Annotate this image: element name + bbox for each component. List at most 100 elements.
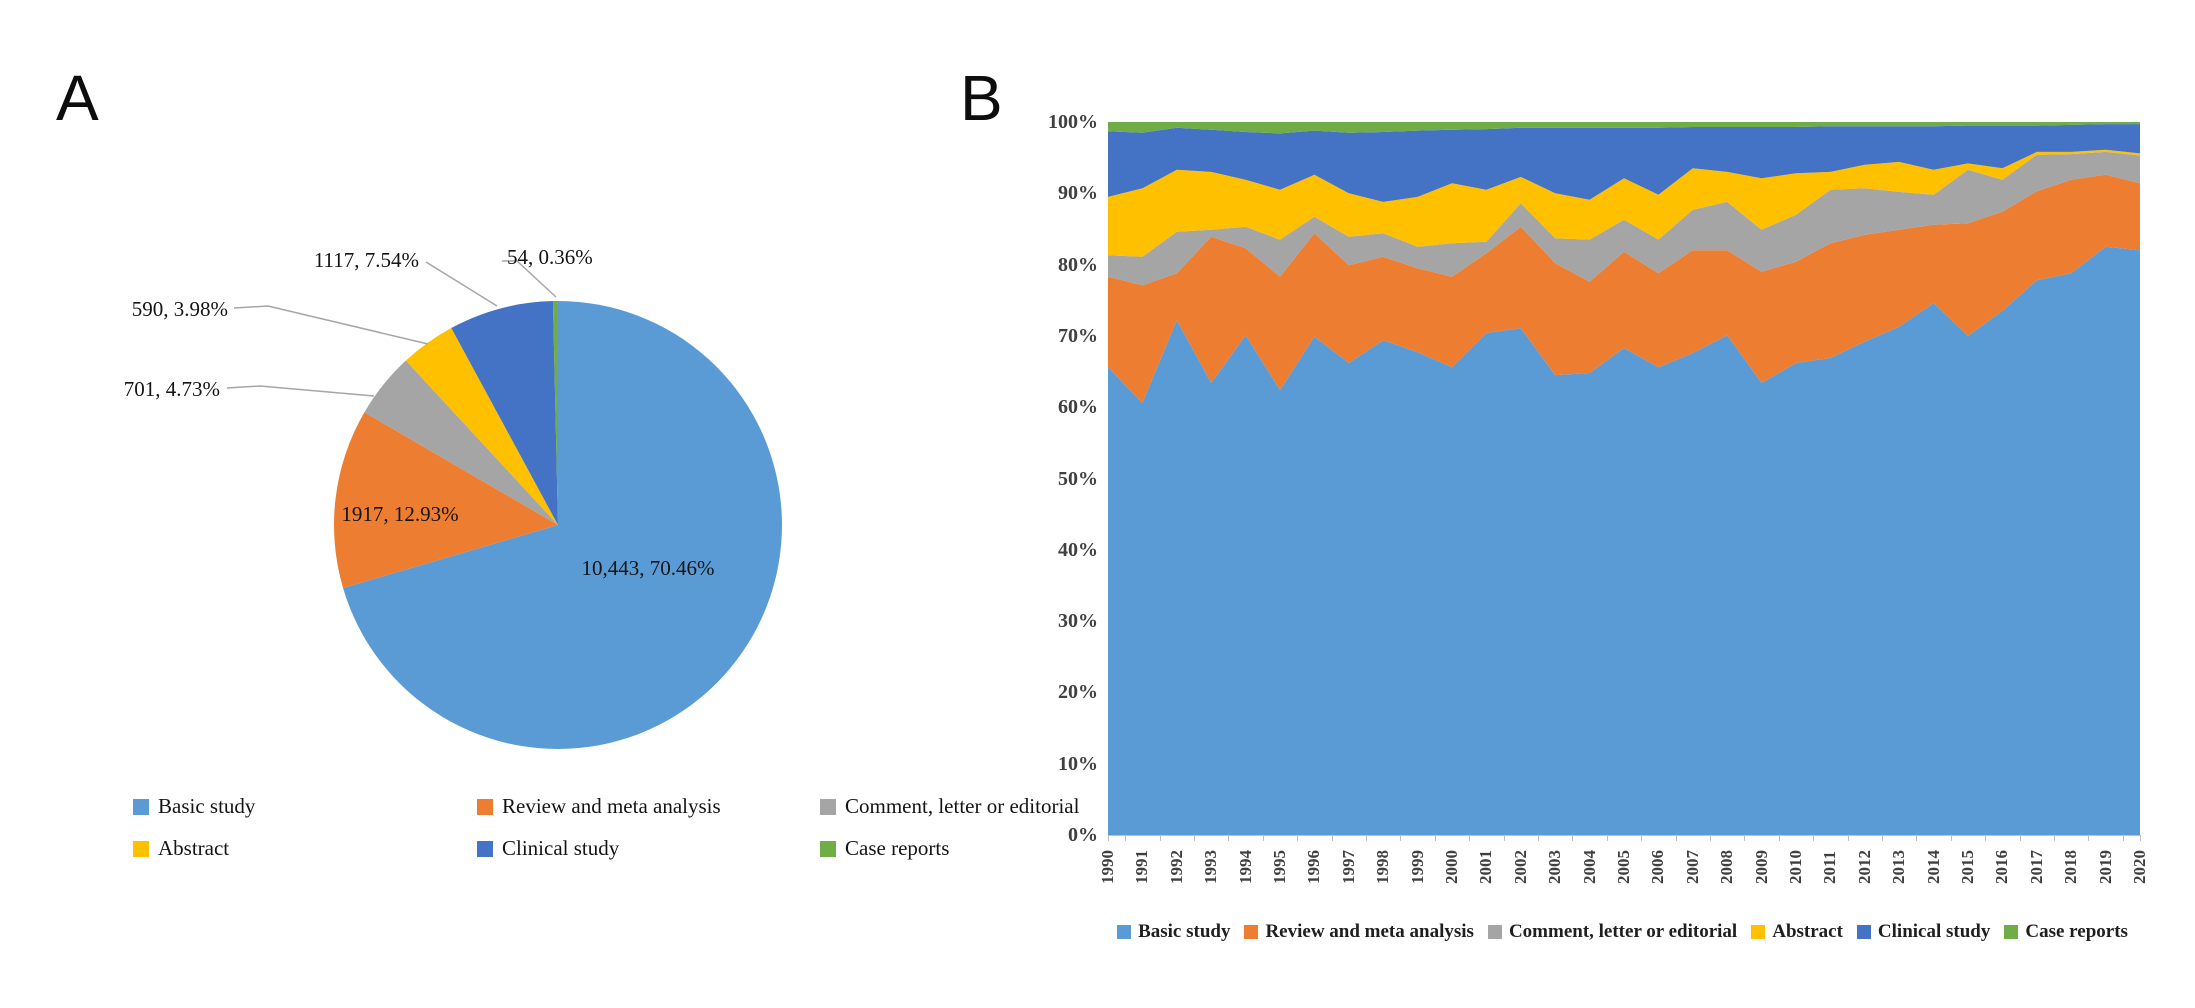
leader-line-case-reports [502, 260, 557, 298]
legend-label: Clinical study [502, 836, 620, 860]
x-axis-tick [2019, 835, 2021, 841]
pie-chart [333, 301, 782, 749]
leader-line-abstract [233, 305, 429, 345]
pie-slice [552, 301, 558, 525]
x-tick-label: 1996 [1304, 850, 1324, 884]
x-tick-label: 2009 [1751, 850, 1771, 884]
y-tick-label: 30% [1058, 610, 1098, 633]
leader-line-clinical [425, 261, 498, 307]
x-axis-tick [1159, 835, 1161, 841]
stacked-area-chart [1108, 122, 2140, 836]
area-band [1108, 149, 2140, 257]
x-axis-tick [1538, 835, 1539, 841]
legend-label: Comment, letter or editorial [845, 794, 1080, 818]
legend-label: Abstract [1772, 921, 1843, 942]
area-band [1108, 174, 2140, 403]
legend-swatch-icon [820, 841, 836, 857]
panel-a-label: A [56, 62, 99, 134]
x-axis-tick [2122, 835, 2124, 841]
x-tick-label: 2020 [2130, 850, 2149, 884]
x-axis-tick [1882, 835, 1883, 841]
x-tick-label: 2015 [1958, 850, 1977, 884]
x-tick-label: 2003 [1545, 850, 1565, 884]
pie-label-clinical: 1117, 7.54% [313, 248, 419, 272]
legend-swatch-icon [1856, 925, 1871, 939]
x-axis-tick [1778, 835, 1780, 841]
legend-swatch-icon [1244, 925, 1259, 939]
y-tick-label: 0% [1068, 824, 1098, 846]
legend-swatch-icon [133, 841, 149, 857]
legend-item: Case reports [2004, 921, 2128, 943]
y-tick-label: 60% [1058, 396, 1098, 419]
x-axis-tick [1503, 835, 1505, 841]
x-axis-tick [1916, 835, 1918, 841]
x-axis-tick [1400, 835, 1402, 841]
pie-callout-lines [226, 260, 557, 397]
legend-label: Comment, letter or editorial [1508, 921, 1738, 942]
x-tick-label: 2002 [1510, 850, 1530, 884]
x-tick-label: 1994 [1235, 850, 1255, 884]
legend-label: Abstract [158, 836, 230, 860]
x-tick-label: 1998 [1373, 850, 1393, 884]
x-axis-line [1108, 835, 2140, 836]
x-tick-label: 1990 [1098, 850, 1117, 884]
y-tick-label: 50% [1058, 467, 1098, 490]
x-axis-tick [1331, 835, 1333, 841]
x-tick-label: 2011 [1820, 850, 1840, 884]
legend-label: Case reports [2025, 921, 2128, 942]
legend-swatch-icon [477, 799, 493, 815]
x-tick-label: 2019 [2095, 850, 2115, 884]
legend-swatch-icon [2004, 925, 2019, 939]
x-tick-label: 2016 [1992, 850, 2012, 884]
legend-item: Comment, letter or editorial [1487, 921, 1738, 943]
x-tick-label: 1992 [1166, 850, 1186, 884]
pie-slice [405, 328, 558, 525]
legend-item: Clinical study [477, 836, 620, 860]
x-axis-tick [1572, 835, 1574, 841]
pie-label-case-reports: 54, 0.36% [507, 245, 593, 269]
x-axis-tick [2054, 835, 2055, 841]
x-axis-tick [1675, 835, 1677, 841]
x-tick-label: 2006 [1648, 850, 1668, 884]
y-tick-label: 100% [1048, 111, 1098, 133]
y-tick-label: 20% [1058, 681, 1098, 704]
x-axis-tick [1744, 835, 1746, 841]
x-tick-label: 2018 [2061, 850, 2081, 884]
legend-item: Review and meta analysis [477, 794, 721, 818]
legend-item: Basic study [1117, 921, 1230, 943]
legend-label: Review and meta analysis [1265, 921, 1474, 942]
legend-label: Review and meta analysis [502, 794, 721, 818]
x-axis-tick [1108, 835, 1109, 841]
x-axis-tick [1606, 835, 1608, 841]
x-axis-tick [1228, 835, 1230, 841]
area-legend: Basic study Review and meta analysis Comme… [1050, 921, 2195, 943]
x-axis-tick [1710, 835, 1711, 841]
x-axis-tick [2140, 835, 2141, 841]
x-axis-tick [1985, 835, 1987, 841]
x-tick-label: 2010 [1786, 850, 1805, 884]
x-axis-tick [1434, 835, 1436, 841]
x-axis-tick [1194, 835, 1195, 841]
x-tick-label: 2000 [1442, 850, 1461, 884]
x-axis-tick [1366, 835, 1367, 841]
legend-swatch-icon [1751, 925, 1766, 939]
legend-swatch-icon [133, 799, 149, 815]
pie-label-review: 1917, 12.93% [341, 502, 459, 526]
pie-label-abstract: 590, 3.98% [131, 297, 228, 321]
x-axis-tick [1125, 835, 1127, 841]
x-tick-label: 2008 [1717, 850, 1737, 884]
legend-item: Comment, letter or editorial [820, 794, 1080, 818]
x-tick-label: 1995 [1270, 850, 1289, 884]
x-tick-label: 2013 [1889, 850, 1909, 884]
x-tick-label: 2017 [2026, 850, 2046, 884]
area-band [1108, 122, 2140, 134]
x-axis-tick [1847, 835, 1849, 841]
x-tick-label: 2012 [1854, 850, 1874, 884]
legend-label: Clinical study [1877, 921, 1991, 942]
x-axis-tick [2088, 835, 2090, 841]
legend-swatch-icon [1117, 925, 1132, 939]
legend-item: Review and meta analysis [1244, 921, 1474, 943]
pie-slice [451, 301, 558, 525]
area-band [1108, 246, 2140, 836]
